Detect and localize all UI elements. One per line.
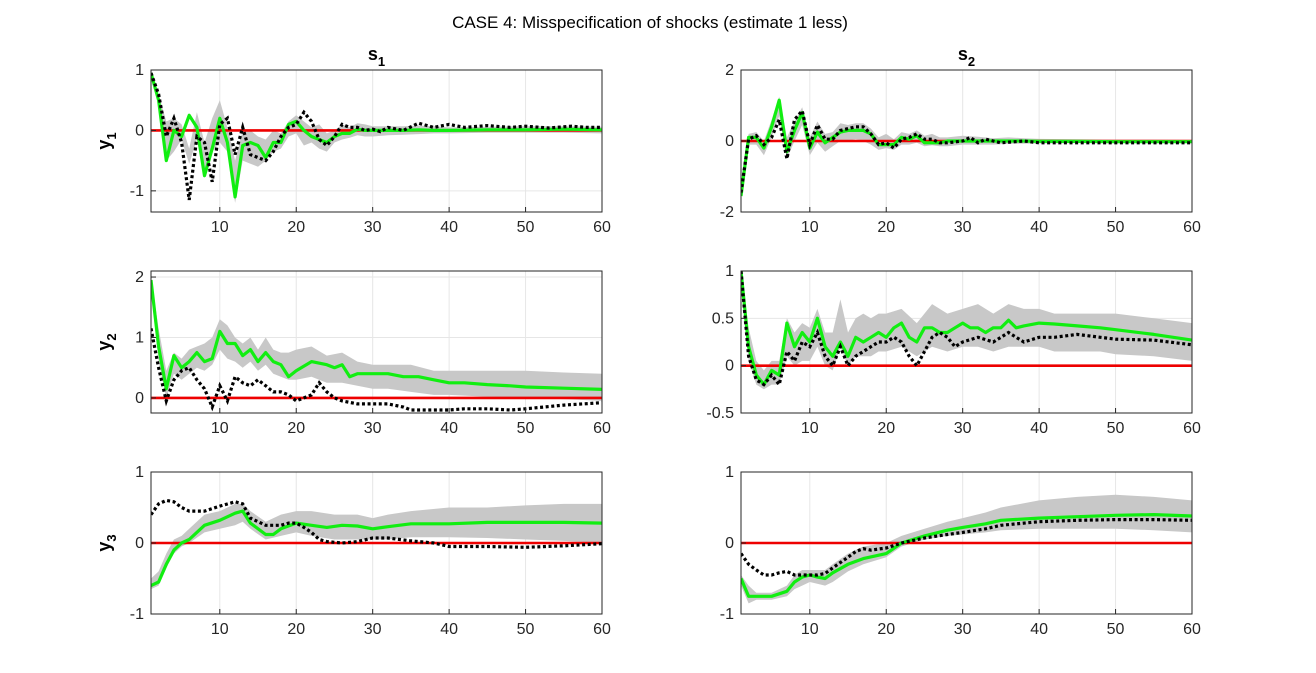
y-tick-label: 1	[135, 62, 144, 79]
x-tick-label: 20	[877, 621, 895, 638]
x-tick-label: 10	[801, 219, 819, 236]
x-tick-label: 10	[801, 621, 819, 638]
x-tick-label: 30	[364, 420, 382, 437]
subplot-y3-s1: 10 20 30 40 50 60 -1 0 1 y3	[94, 464, 611, 638]
column-title: s2	[958, 44, 975, 69]
data-layer	[151, 277, 602, 412]
x-tick-label: 50	[1107, 219, 1125, 236]
median-line	[741, 512, 1192, 598]
y-tick-label: -1	[130, 183, 144, 200]
data-layer	[741, 494, 1192, 604]
subplot-y3-s2: 10 20 30 40 50 60 -1 0 1	[720, 464, 1201, 638]
x-tick-label: 10	[211, 219, 229, 236]
x-tick-label: 60	[1183, 219, 1201, 236]
y-tick-label: 2	[135, 269, 144, 286]
figure-title: CASE 4: Misspecification of shocks (esti…	[452, 13, 848, 32]
y-tick-label: 1	[135, 464, 144, 481]
true-response-line	[741, 517, 1192, 577]
subplot-y2-s2: 10 20 30 40 50 60 -0.5 0 0.5 1	[706, 263, 1201, 437]
true-response-line	[151, 498, 602, 549]
x-tick-label: 50	[1107, 621, 1125, 638]
x-tick-label: 30	[364, 219, 382, 236]
y-tick-label: -1	[130, 606, 144, 623]
y-tick-label: 0	[725, 133, 734, 150]
x-tick-label: 40	[1030, 621, 1048, 638]
y-tick-label: 0	[725, 358, 734, 375]
x-tick-label: 40	[440, 621, 458, 638]
y-tick-label: -0.5	[706, 405, 734, 422]
subplot-y2-s1: 10 20 30 40 50 60 0 1 2 y2	[94, 269, 611, 437]
y-tick-label: 0	[135, 122, 144, 139]
credible-band	[151, 503, 602, 590]
x-tick-label: 40	[1030, 219, 1048, 236]
axes-box	[740, 270, 1193, 414]
column-title: s1	[368, 44, 385, 69]
x-tick-label: 40	[440, 219, 458, 236]
row-label: y1	[94, 132, 119, 149]
x-tick-label: 30	[954, 420, 972, 437]
subplot-y1-s2: 10 20 30 40 50 60 -2 0 2 s2	[720, 44, 1201, 236]
x-tick-label: 50	[517, 219, 535, 236]
x-tick-label: 40	[440, 420, 458, 437]
credible-band	[741, 96, 1192, 198]
data-layer	[151, 70, 602, 203]
median-line	[741, 271, 1192, 387]
data-layer	[741, 96, 1192, 198]
subplot-y1-s1: 10 20 30 40 50 60 -1 0 1 s1 y1	[94, 44, 611, 236]
median-line	[151, 509, 602, 588]
y-tick-label: 0	[725, 535, 734, 552]
credible-band	[741, 271, 1192, 390]
true-response-line	[151, 328, 602, 412]
x-tick-label: 20	[287, 219, 305, 236]
x-tick-label: 30	[954, 621, 972, 638]
x-tick-label: 20	[877, 420, 895, 437]
axes-box	[150, 69, 603, 213]
x-tick-label: 10	[211, 420, 229, 437]
y-tick-label: 0.5	[712, 310, 734, 327]
x-tick-label: 40	[1030, 420, 1048, 437]
y-tick-label: 0	[135, 390, 144, 407]
row-label: y3	[94, 534, 119, 551]
true-response-line	[151, 72, 602, 201]
y-tick-label: 0	[135, 535, 144, 552]
y-tick-label: 1	[725, 263, 734, 280]
axes-box	[150, 270, 603, 414]
x-tick-label: 60	[593, 219, 611, 236]
true-response-line	[741, 107, 1192, 193]
x-tick-label: 10	[801, 420, 819, 437]
x-tick-label: 50	[517, 420, 535, 437]
x-tick-label: 20	[287, 621, 305, 638]
x-tick-label: 20	[877, 219, 895, 236]
y-tick-label: 1	[135, 329, 144, 346]
median-line	[151, 279, 602, 391]
x-tick-label: 30	[364, 621, 382, 638]
x-tick-label: 60	[1183, 621, 1201, 638]
x-tick-label: 20	[287, 420, 305, 437]
median-line	[151, 72, 602, 199]
data-layer	[741, 271, 1192, 390]
y-tick-label: -1	[720, 606, 734, 623]
y-tick-label: -2	[720, 204, 734, 221]
row-label: y2	[94, 333, 119, 350]
data-layer	[151, 498, 602, 590]
x-tick-label: 30	[954, 219, 972, 236]
x-tick-label: 10	[211, 621, 229, 638]
y-tick-label: 2	[725, 62, 734, 79]
x-tick-label: 60	[593, 420, 611, 437]
x-tick-label: 50	[1107, 420, 1125, 437]
x-tick-label: 60	[1183, 420, 1201, 437]
credible-band	[741, 494, 1192, 604]
y-tick-label: 1	[725, 464, 734, 481]
x-tick-label: 60	[593, 621, 611, 638]
x-tick-label: 50	[517, 621, 535, 638]
